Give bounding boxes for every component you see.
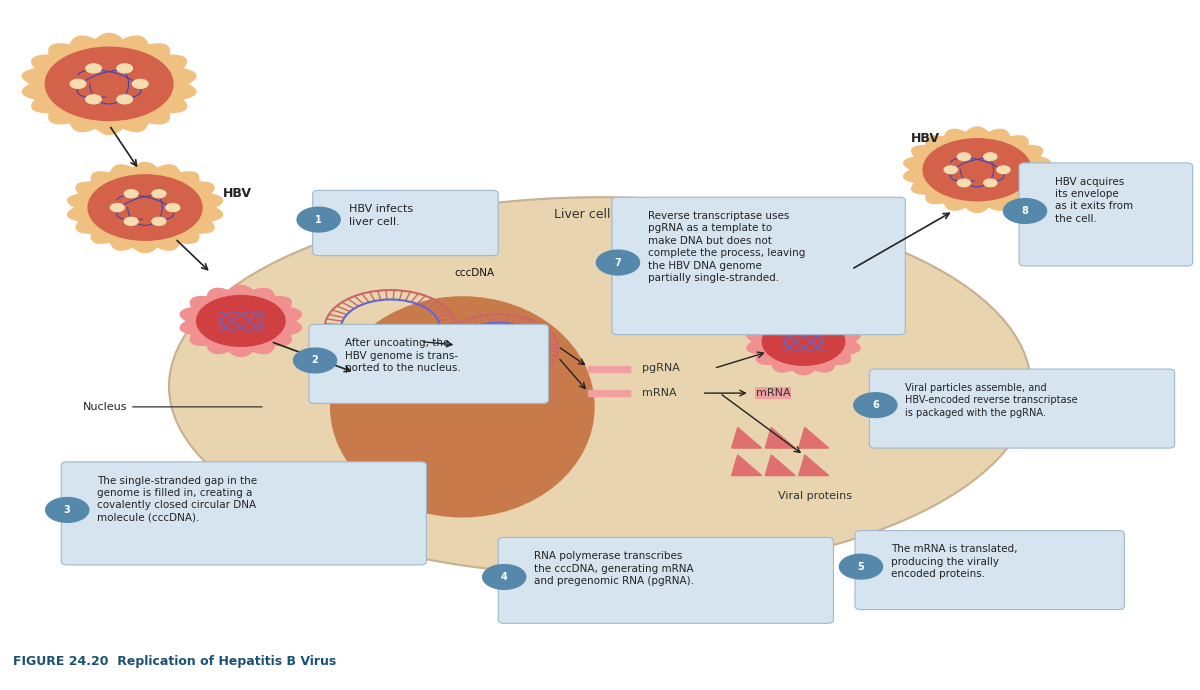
FancyArrow shape — [588, 366, 630, 372]
Circle shape — [197, 295, 286, 346]
Text: Viral particles assemble, and
HBV-encoded reverse transcriptase
is packaged with: Viral particles assemble, and HBV-encode… — [905, 383, 1078, 417]
Text: The mRNA is translated,
producing the virally
encoded proteins.: The mRNA is translated, producing the vi… — [890, 544, 1018, 579]
Polygon shape — [799, 455, 829, 475]
FancyBboxPatch shape — [498, 538, 834, 623]
Text: 2: 2 — [312, 355, 318, 366]
Circle shape — [596, 250, 640, 275]
Circle shape — [152, 217, 166, 226]
Circle shape — [125, 190, 138, 198]
FancyBboxPatch shape — [612, 197, 905, 335]
Text: 7: 7 — [614, 257, 622, 268]
Circle shape — [166, 204, 180, 212]
Circle shape — [762, 318, 845, 365]
FancyBboxPatch shape — [310, 324, 548, 404]
Polygon shape — [799, 428, 829, 448]
Text: Viral proteins: Viral proteins — [779, 491, 852, 501]
FancyBboxPatch shape — [61, 462, 426, 565]
Circle shape — [482, 564, 526, 589]
FancyBboxPatch shape — [869, 369, 1175, 448]
Circle shape — [984, 153, 997, 161]
Polygon shape — [23, 33, 196, 135]
Polygon shape — [766, 455, 796, 475]
Text: mRNA: mRNA — [642, 388, 677, 398]
Text: 3: 3 — [64, 505, 71, 515]
Polygon shape — [746, 308, 860, 375]
Polygon shape — [766, 428, 796, 448]
Text: mRNA: mRNA — [756, 388, 791, 398]
Text: The single-stranded gap in the
genome is filled in, creating a
covalently closed: The single-stranded gap in the genome is… — [97, 475, 257, 523]
Circle shape — [984, 179, 997, 186]
Text: HBV: HBV — [911, 132, 941, 146]
Circle shape — [132, 79, 148, 88]
Circle shape — [1003, 199, 1046, 224]
Text: 6: 6 — [872, 400, 878, 410]
Text: 1: 1 — [316, 215, 322, 224]
Polygon shape — [732, 428, 762, 448]
Text: FIGURE 24.20  Replication of Hepatitis B Virus: FIGURE 24.20 Replication of Hepatitis B … — [13, 655, 337, 668]
Text: HBV infects
liver cell.: HBV infects liver cell. — [348, 204, 413, 226]
Circle shape — [116, 64, 132, 73]
Circle shape — [840, 554, 882, 579]
Polygon shape — [67, 163, 222, 253]
Circle shape — [997, 166, 1010, 174]
Circle shape — [71, 79, 85, 88]
Circle shape — [944, 166, 958, 174]
Circle shape — [88, 175, 202, 240]
Text: After uncoating, the
HBV genome is trans-
ported to the nucleus.: After uncoating, the HBV genome is trans… — [344, 338, 461, 373]
Circle shape — [46, 47, 173, 121]
Polygon shape — [732, 455, 762, 475]
Text: HBV: HBV — [223, 187, 252, 200]
Text: Liver cell: Liver cell — [553, 208, 611, 221]
Circle shape — [110, 204, 125, 212]
Ellipse shape — [169, 197, 1031, 575]
FancyBboxPatch shape — [313, 190, 498, 256]
Circle shape — [784, 272, 859, 315]
Circle shape — [298, 207, 341, 232]
Circle shape — [85, 64, 101, 73]
Circle shape — [958, 153, 971, 161]
Circle shape — [152, 190, 166, 198]
Polygon shape — [770, 264, 872, 324]
Circle shape — [116, 95, 132, 103]
Circle shape — [294, 348, 337, 373]
Circle shape — [85, 95, 101, 103]
Ellipse shape — [331, 297, 594, 517]
Circle shape — [958, 179, 971, 186]
FancyBboxPatch shape — [1019, 163, 1193, 266]
Text: 8: 8 — [1021, 206, 1028, 216]
Text: Nucleus: Nucleus — [83, 402, 262, 412]
Circle shape — [923, 139, 1031, 201]
Circle shape — [854, 393, 896, 417]
Text: 4: 4 — [500, 572, 508, 582]
Text: HBV acquires
its envelope
as it exits from
the cell.: HBV acquires its envelope as it exits fr… — [1055, 177, 1133, 224]
Text: Reverse transcriptase uses
pgRNA as a template to
make DNA but does not
complete: Reverse transcriptase uses pgRNA as a te… — [648, 211, 805, 283]
FancyArrow shape — [588, 391, 630, 396]
Text: RNA polymerase transcribes
the cccDNA, generating mRNA
and pregenomic RNA (pgRNA: RNA polymerase transcribes the cccDNA, g… — [534, 551, 694, 586]
Polygon shape — [180, 286, 301, 357]
FancyBboxPatch shape — [856, 531, 1124, 609]
Circle shape — [46, 497, 89, 522]
Polygon shape — [904, 127, 1050, 213]
Circle shape — [125, 217, 138, 226]
Text: cccDNA: cccDNA — [455, 268, 494, 278]
Text: pgRNA: pgRNA — [642, 364, 679, 373]
Text: 5: 5 — [858, 562, 864, 571]
